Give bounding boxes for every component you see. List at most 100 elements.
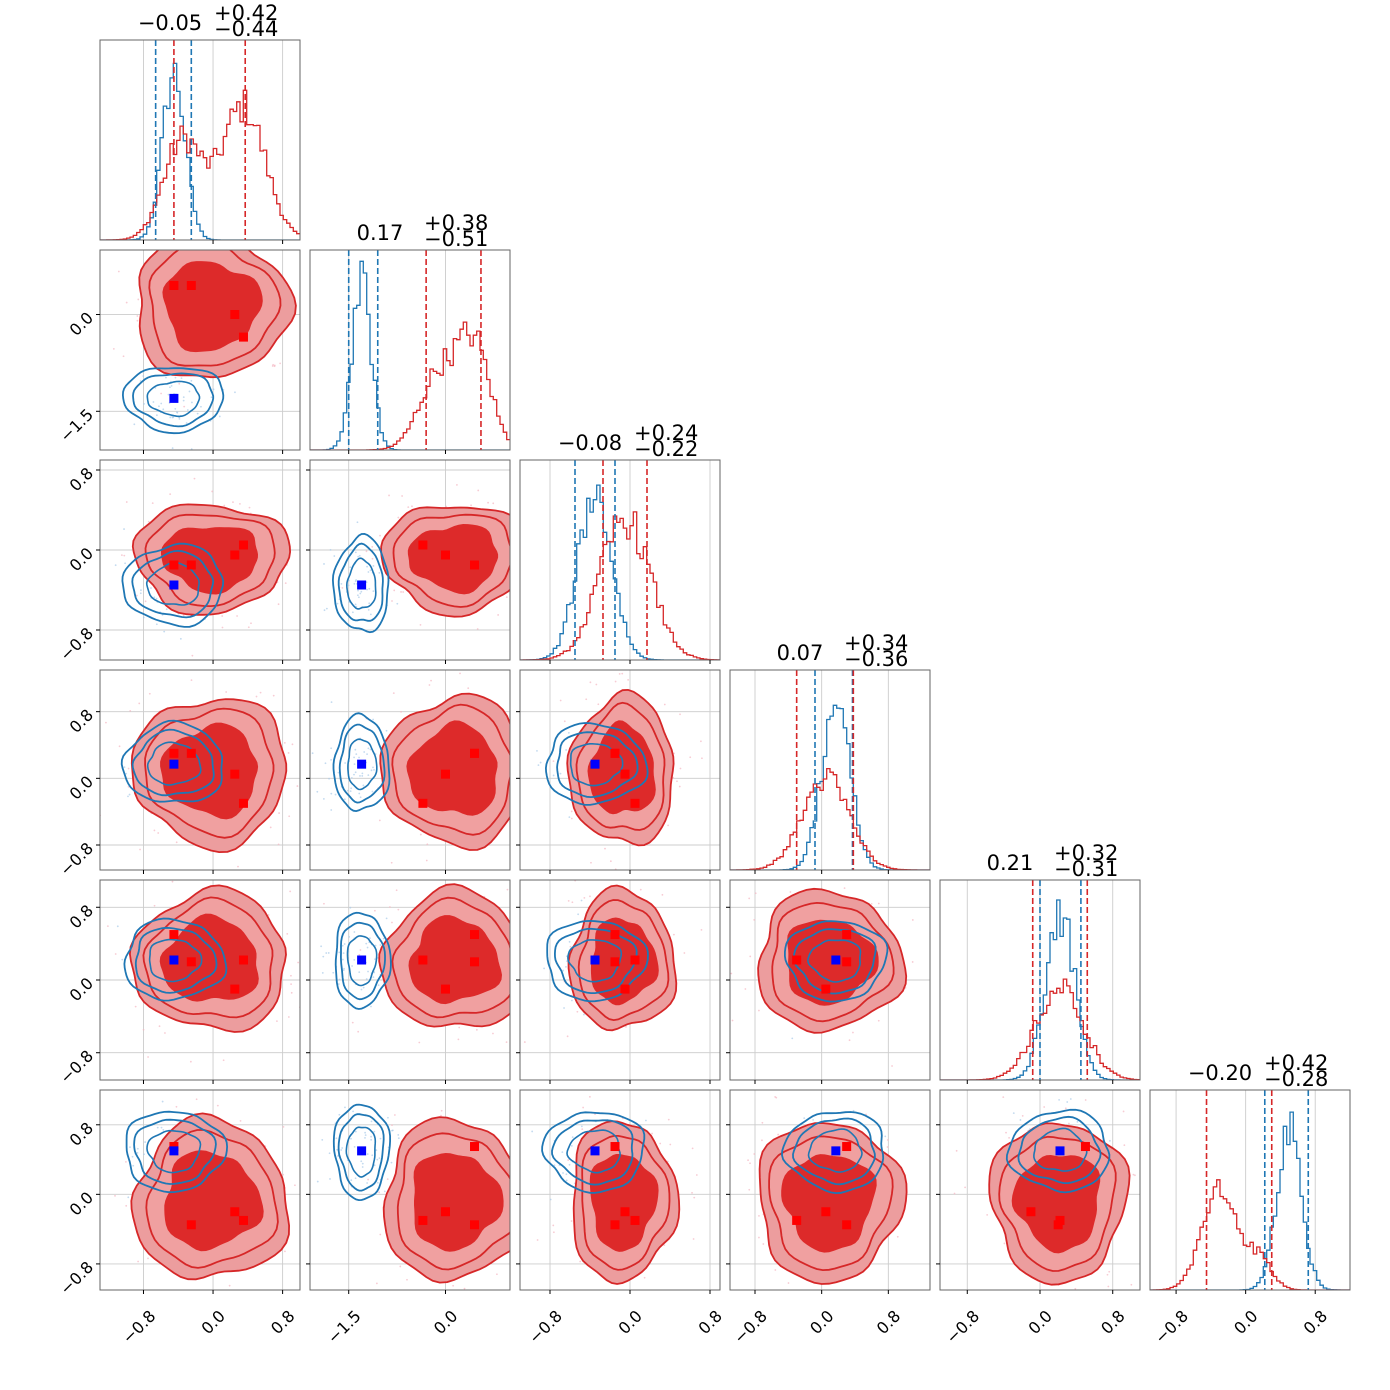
red-sample-point	[748, 897, 751, 900]
blue-sample-point	[200, 405, 202, 408]
red-sample-point	[239, 1119, 242, 1122]
red-sample-point	[388, 494, 390, 497]
blue-truth-marker	[831, 1146, 841, 1156]
red-sample-point	[190, 679, 193, 682]
red-sample-point	[672, 776, 675, 779]
red-sample-point	[496, 1273, 498, 1276]
red-sample-point	[986, 1213, 989, 1216]
blue-sample-point	[343, 967, 345, 970]
panel-content	[310, 1090, 516, 1290]
blue-sample-point	[330, 701, 333, 704]
blue-sample-point	[361, 1162, 364, 1165]
red-sample-point	[1043, 1106, 1046, 1108]
blue-sample-point	[349, 906, 352, 909]
blue-contour-outer	[546, 919, 649, 1003]
blue-sample-point	[162, 408, 165, 411]
blue-sample-point	[353, 931, 356, 933]
red-point-marker	[842, 1142, 852, 1152]
red-sample-point	[1074, 1287, 1077, 1290]
red-sample-point	[621, 672, 624, 675]
blue-sample-point	[376, 1181, 379, 1184]
red-sample-point	[189, 1060, 192, 1063]
red-sample-point	[552, 1231, 555, 1234]
blue-sample-point	[180, 377, 183, 379]
red-point-marker	[470, 1142, 480, 1152]
red-point-marker	[610, 930, 620, 940]
blue-sample-point	[356, 521, 359, 524]
red-sample-point	[1145, 1292, 1147, 1294]
blue-histogram	[310, 260, 510, 450]
blue-sample-point	[362, 784, 365, 787]
x-tick-label: −1.5	[324, 1306, 365, 1347]
blue-sample-point	[155, 414, 158, 417]
red-sample-point	[359, 949, 362, 951]
red-sample-point	[426, 843, 429, 846]
blue-sample-point	[131, 1155, 134, 1158]
blue-contour-outer	[541, 1111, 646, 1194]
red-sample-point	[1132, 1173, 1135, 1176]
red-sample-point	[144, 600, 147, 603]
red-sample-point	[582, 1106, 585, 1109]
blue-sample-point	[360, 1160, 363, 1163]
red-point-marker	[470, 560, 480, 570]
red-sample-point	[213, 875, 215, 877]
red-sample-point	[1068, 1122, 1070, 1125]
red-sample-point	[153, 829, 156, 832]
red-sample-point	[625, 1025, 627, 1028]
panel-content	[100, 875, 308, 1080]
blue-sample-point	[378, 571, 381, 574]
red-sample-point	[136, 594, 138, 597]
red-sample-point	[459, 672, 461, 675]
red-sample-point	[583, 896, 586, 899]
blue-sample-point	[565, 1179, 568, 1182]
blue-truth-marker	[357, 955, 367, 965]
blue-sample-point	[531, 1130, 534, 1133]
blue-sample-point	[350, 787, 353, 790]
blue-sample-point	[374, 958, 376, 961]
red-point-marker	[238, 332, 248, 342]
blue-sample-point	[357, 555, 360, 558]
blue-sample-point	[171, 447, 174, 450]
blue-sample-point	[553, 1164, 556, 1167]
blue-sample-point	[349, 566, 352, 569]
red-sample-point	[169, 493, 172, 496]
blue-sample-point	[357, 589, 359, 592]
red-sample-point	[700, 928, 703, 931]
red-sample-point	[514, 533, 516, 535]
marginal-panel-5-5	[1149, 1089, 1351, 1294]
blue-sample-point	[364, 1131, 367, 1134]
red-sample-point	[679, 767, 682, 770]
red-sample-point	[306, 953, 308, 955]
blue-sample-point	[127, 795, 129, 798]
blue-sample-point	[341, 944, 344, 947]
blue-sample-point	[155, 623, 158, 626]
red-point-marker	[620, 769, 630, 779]
blue-sample-point	[344, 762, 347, 764]
x-tick-label: 0.0	[198, 1306, 229, 1337]
panel-frame	[309, 1089, 511, 1291]
red-sample-point	[236, 615, 238, 617]
blue-sample-point	[570, 1144, 573, 1147]
red-sample-point	[193, 477, 196, 480]
blue-sample-point	[387, 1116, 389, 1119]
blue-contour-outer	[332, 1103, 391, 1202]
blue-sample-point	[353, 756, 355, 759]
red-sample-point	[105, 721, 107, 724]
red-sample-point	[955, 1149, 958, 1152]
red-sample-point	[276, 1020, 278, 1023]
red-sample-point	[523, 1041, 526, 1043]
blue-contour-inner	[146, 1129, 202, 1174]
red-point-marker	[610, 957, 620, 967]
blue-sample-point	[852, 1109, 855, 1112]
red-sample-point	[290, 991, 293, 994]
blue-truth-marker	[357, 1146, 367, 1156]
red-sample-point	[518, 769, 520, 771]
red-sample-point	[373, 909, 376, 912]
red-sample-point	[514, 1218, 516, 1220]
red-sample-point	[221, 626, 224, 629]
red-sample-point	[209, 244, 211, 246]
blue-sample-point	[372, 590, 375, 593]
blue-sample-point	[543, 967, 545, 970]
red-sample-point	[445, 505, 448, 508]
x-tick-label: 0.0	[614, 1306, 645, 1337]
